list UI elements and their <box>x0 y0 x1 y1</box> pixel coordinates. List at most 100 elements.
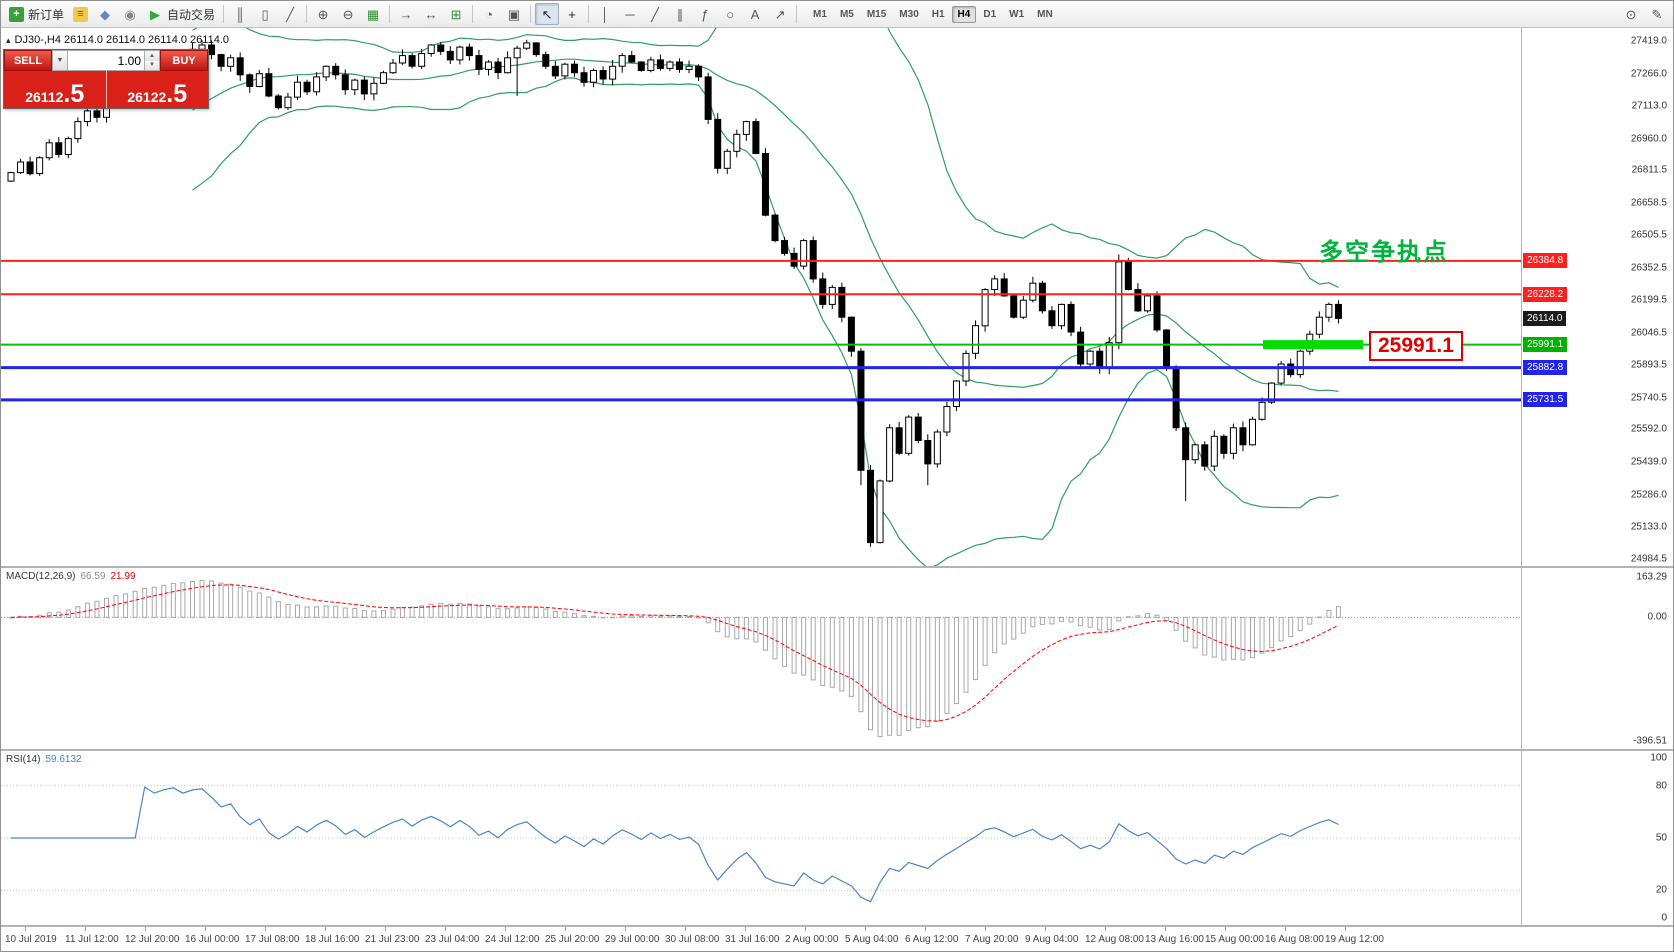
vertical-line-icon: │ <box>600 6 610 22</box>
time-axis-label: 16 Jul 00:00 <box>185 934 240 945</box>
time-axis-label: 16 Aug 08:00 <box>1265 934 1324 945</box>
autotrading-button[interactable]: ▶ 自动交易 <box>143 3 219 25</box>
bull-bear-annotation: 多空争执点 <box>1319 238 1449 266</box>
rsi-axis[interactable]: 100 80 50 20 0 <box>1521 751 1673 925</box>
timeframe-m15-button[interactable]: M15 <box>861 6 892 23</box>
timeframe-d1-button[interactable]: D1 <box>977 6 1002 23</box>
one-click-trading-panel: SELL ▼ ▲ ▼ BUY 26112 .5 26122 <box>3 49 209 109</box>
toolbar-items: + 新订单 ≡ ◆ ◉ ▶ 自动交易 ║ ▯ ╱ ⊕ ⊖ ▦ → ↔ ⊞ ◔ ▣ ↖ + │ ─ ╱ ∥ ƒ ○ A ↗ <box>5 3 800 25</box>
time-axis-label: 23 Jul 04:00 <box>425 934 480 945</box>
time-axis-tick <box>805 927 806 931</box>
time-axis-tick <box>205 927 206 931</box>
rsi-canvas[interactable] <box>1 751 1521 925</box>
price-axis-label: 25592.0 <box>1630 423 1667 435</box>
price-axis[interactable]: 27419.0 27266.0 27113.0 26960.0 26811.5 26658… <box>1521 28 1673 566</box>
indicators-button[interactable]: ⊞ <box>444 3 468 25</box>
chart-properties-button[interactable]: ▣ <box>502 3 526 25</box>
macd-signal-value: 21.99 <box>110 571 136 582</box>
rsi-value: 59.6132 <box>45 754 82 765</box>
tile-windows-button[interactable]: ▦ <box>361 3 385 25</box>
rsi-axis-label: 20 <box>1655 884 1667 896</box>
text-icon: A <box>750 6 760 22</box>
timeframe-m5-button[interactable]: M5 <box>834 6 860 23</box>
symbol-marker-icon: ▴ <box>6 34 11 45</box>
bar-chart-button[interactable]: ║ <box>228 3 252 25</box>
new-order-button[interactable]: + 新订单 <box>5 3 68 25</box>
macd-canvas[interactable] <box>1 568 1521 749</box>
fibonacci-button[interactable]: ƒ <box>693 3 717 25</box>
volume-down-icon[interactable]: ▼ <box>145 60 159 70</box>
arrows-button[interactable]: ↗ <box>768 3 792 25</box>
depth-of-market-button[interactable]: ≡ <box>69 3 92 25</box>
time-axis-tick <box>1105 927 1106 931</box>
time-axis-label: 21 Jul 23:00 <box>365 934 420 945</box>
time-axis-label: 12 Jul 20:00 <box>125 934 180 945</box>
metaeditor-icon: ◆ <box>100 6 111 22</box>
time-axis-tick <box>145 927 146 931</box>
price-axis-label: 24984.5 <box>1630 553 1667 565</box>
trendline-button[interactable]: ╱ <box>643 3 667 25</box>
zoom-out-button[interactable]: ⊖ <box>336 3 360 25</box>
sell-button[interactable]: SELL <box>4 50 52 71</box>
rsi-panel: 100 80 50 20 0 RSI(14) 59.6132 <box>1 751 1673 927</box>
time-axis-label: 30 Jul 08:00 <box>665 934 720 945</box>
price-axis-label: 26352.5 <box>1630 262 1667 274</box>
depth-of-market-icon: ≡ <box>73 6 89 22</box>
auto-scroll-button[interactable]: → <box>394 3 418 25</box>
cursor-button[interactable]: ↖ <box>535 3 560 25</box>
chart-properties-icon: ▣ <box>507 6 521 22</box>
horizontal-line-icon: ─ <box>625 6 635 22</box>
rsi-axis-label: 80 <box>1655 780 1667 792</box>
sell-price-main: 26112 <box>25 88 64 105</box>
time-axis-label: 6 Aug 12:00 <box>905 934 959 945</box>
text-button[interactable]: A <box>743 3 767 25</box>
metaeditor-button[interactable]: ◆ <box>93 3 117 25</box>
rsi-axis-label: 50 <box>1655 832 1667 844</box>
support-price-callout: 25991.1 <box>1369 330 1463 361</box>
timeframe-w1-button[interactable]: W1 <box>1003 6 1030 23</box>
channel-button[interactable]: ∥ <box>668 3 692 25</box>
toolbar-separator <box>223 5 225 23</box>
quick-edit-icon: ✎ <box>1651 6 1663 22</box>
rsi-axis-label: 0 <box>1661 912 1667 924</box>
price-axis-label: 26811.5 <box>1631 164 1667 176</box>
volume-input[interactable] <box>68 50 145 71</box>
autotrading-label: 自动交易 <box>167 7 216 22</box>
crosshair-button[interactable]: + <box>560 3 584 25</box>
macd-axis[interactable]: 163.29 0.00 -396.51 <box>1521 568 1673 749</box>
sell-price: 26112 .5 <box>4 71 106 108</box>
vertical-line-button[interactable]: │ <box>593 3 617 25</box>
main-chart-canvas[interactable] <box>1 28 1521 566</box>
macd-panel: 163.29 0.00 -396.51 MACD(12,26,9) 66.59 21.9… <box>1 568 1673 751</box>
toolbar-separator <box>588 5 590 23</box>
shapes-button[interactable]: ○ <box>718 3 742 25</box>
timeframe-m1-button[interactable]: M1 <box>807 6 833 23</box>
timeframe-h1-button[interactable]: H1 <box>926 6 951 23</box>
timeframe-m30-button[interactable]: M30 <box>893 6 924 23</box>
autotrading-icon: ▶ <box>150 6 161 22</box>
timeframe-h4-button[interactable]: H4 <box>951 5 977 23</box>
clock-button[interactable]: ◔ <box>477 3 501 25</box>
indicators-icon: ⊞ <box>450 6 462 22</box>
search-icon: ⊙ <box>1625 6 1637 22</box>
symbol-ohlc-text: DJ30-,H4 26114.0 26114.0 26114.0 26114.0 <box>14 34 229 46</box>
time-axis-tick <box>1165 927 1166 931</box>
trendline-icon: ╱ <box>651 6 659 22</box>
volume-dropdown-button[interactable]: ▼ <box>52 50 68 71</box>
buy-button[interactable]: BUY <box>160 50 208 71</box>
search-button[interactable]: ⊙ <box>1619 3 1643 25</box>
sounds-button[interactable]: ◉ <box>118 3 142 25</box>
zoom-in-button[interactable]: ⊕ <box>311 3 335 25</box>
time-axis-tick <box>745 927 746 931</box>
candlestick-chart-button[interactable]: ▯ <box>253 3 277 25</box>
line-chart-button[interactable]: ╱ <box>278 3 302 25</box>
price-axis-label: 26658.5 <box>1630 197 1667 209</box>
fibonacci-icon: ƒ <box>701 6 709 22</box>
timeframe-mn-button[interactable]: MN <box>1031 6 1059 23</box>
quick-edit-button[interactable]: ✎ <box>1645 3 1669 25</box>
time-axis[interactable]: 10 Jul 2019 11 Jul 12:00 12 Jul 20:00 16 Ju… <box>1 927 1673 951</box>
price-marker: 25731.5 <box>1523 392 1568 408</box>
volume-up-icon[interactable]: ▲ <box>145 51 159 61</box>
horizontal-line-button[interactable]: ─ <box>618 3 642 25</box>
chart-shift-button[interactable]: ↔ <box>419 3 443 25</box>
